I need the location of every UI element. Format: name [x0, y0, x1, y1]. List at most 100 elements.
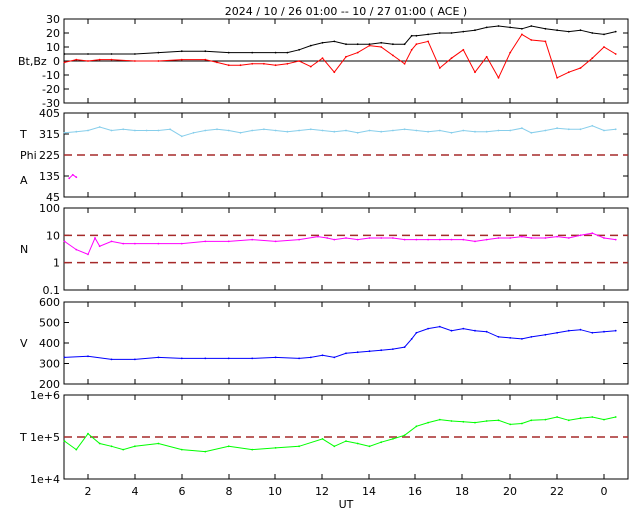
data-point [392, 237, 394, 239]
y-tick-label: -10 [42, 69, 60, 82]
x-tick-label: 14 [362, 485, 376, 498]
data-point [298, 445, 300, 448]
data-point [567, 329, 570, 332]
y-tick-label: 200 [39, 378, 60, 391]
data-point [410, 338, 413, 340]
data-point [134, 358, 136, 361]
y-tick-label: -20 [42, 83, 60, 96]
data-point [450, 57, 453, 60]
data-point [321, 438, 324, 440]
data-point [603, 129, 605, 132]
data-point [122, 128, 125, 131]
data-point [274, 240, 277, 243]
data-point [567, 128, 570, 131]
data-point [392, 43, 394, 46]
data-point [438, 67, 441, 69]
data-point [368, 445, 371, 448]
data-point [591, 331, 594, 334]
data-point [556, 416, 558, 418]
panel-velocity: 600 500 400 300 200 V [20, 296, 629, 391]
y-tick-label: 400 [39, 337, 60, 350]
data-point [321, 129, 324, 132]
data-point [180, 448, 183, 451]
data-point [227, 129, 230, 132]
data-point [509, 337, 512, 339]
data-point [403, 346, 406, 348]
data-point [392, 348, 394, 350]
data-point [368, 237, 371, 239]
data-point [438, 129, 441, 132]
data-point [298, 60, 300, 62]
data-point [485, 130, 488, 133]
chart-title: 2024 / 10 / 26 01:00 -- 10 / 27 01:00 ( … [225, 5, 467, 18]
y-tick-label: 10 [46, 41, 60, 54]
data-point [192, 131, 195, 134]
data-point [544, 333, 547, 336]
y-tick-label: 45 [46, 191, 60, 204]
data-point [345, 440, 347, 442]
data-point [509, 237, 512, 239]
data-point [227, 240, 230, 243]
data-point [98, 245, 101, 248]
data-point [427, 421, 429, 424]
x-tick-label: 20 [503, 485, 517, 498]
y-tick-label: 600 [39, 296, 60, 309]
data-point [556, 331, 558, 334]
data-point [521, 33, 523, 36]
data-point [485, 330, 488, 333]
data-point [204, 357, 207, 360]
data-point [333, 356, 336, 359]
data-point [392, 129, 394, 132]
data-point [380, 130, 383, 133]
panel-label: A [20, 174, 28, 187]
data-point [333, 238, 336, 241]
data-point [462, 420, 465, 423]
data-point [274, 51, 277, 54]
data-point [145, 129, 148, 132]
data-point [333, 445, 336, 448]
data-point [567, 419, 570, 422]
data-point [317, 235, 319, 238]
data-point [157, 129, 160, 132]
data-point [71, 173, 74, 176]
data-point [415, 129, 418, 132]
data-point [274, 129, 277, 132]
data-point [87, 253, 89, 256]
data-point [530, 237, 533, 239]
data-point [309, 356, 312, 359]
data-point [450, 238, 453, 241]
data-point [356, 51, 359, 54]
data-point [274, 64, 277, 67]
x-axis: 2 4 6 8 10 12 14 16 18 20 22 0 [85, 485, 608, 498]
data-point [98, 442, 101, 445]
data-point [110, 129, 113, 132]
data-point [75, 130, 78, 133]
panel-temperature-phi: 405 315 225 135 45 T Phi A [19, 107, 629, 204]
data-point [356, 351, 359, 354]
data-point [251, 357, 254, 360]
data-point [251, 238, 254, 241]
panel-label: Phi [20, 149, 37, 162]
data-point [485, 420, 488, 422]
data-point [239, 64, 242, 67]
data-point [345, 129, 347, 132]
data-point [180, 242, 183, 245]
data-point [544, 27, 547, 30]
series-bt-line [64, 25, 616, 55]
data-point [497, 336, 500, 338]
data-point [380, 349, 383, 352]
data-point [110, 58, 113, 61]
y-tick-label: 315 [39, 128, 60, 141]
data-point [286, 51, 289, 54]
y-tick-label: 20 [46, 27, 60, 40]
data-point [410, 48, 413, 51]
data-point [591, 32, 594, 34]
data-point [603, 330, 605, 333]
data-point [474, 240, 476, 243]
data-point [87, 129, 89, 132]
data-point [356, 131, 359, 134]
x-axis-label: UT [339, 498, 354, 511]
data-point [614, 238, 617, 241]
